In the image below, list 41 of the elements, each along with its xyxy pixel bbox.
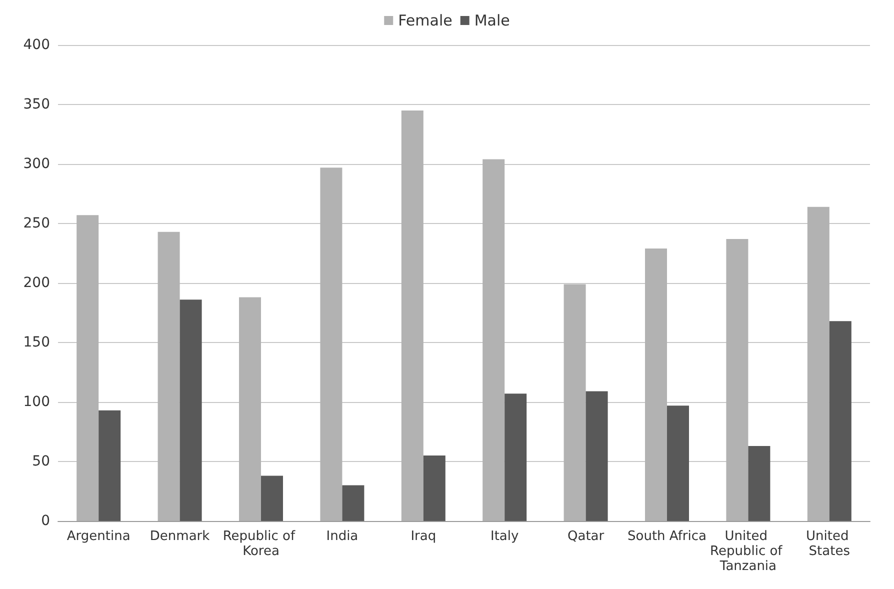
bar: [564, 284, 586, 521]
legend-label: Male: [474, 12, 510, 30]
bar: [320, 168, 342, 521]
bar: [423, 456, 446, 521]
bar: [261, 476, 283, 521]
x-tick-label: Qatar: [567, 529, 605, 544]
x-tick-label: Argentina: [66, 529, 130, 544]
x-tick-label: Italy: [490, 529, 520, 544]
y-tick-label: 300: [23, 156, 50, 172]
y-tick-label: 400: [23, 37, 50, 53]
y-tick-label: 150: [23, 334, 50, 350]
y-tick-label: 350: [23, 96, 50, 112]
y-tick-label: 200: [23, 275, 50, 291]
legend-label: Female: [398, 12, 452, 30]
bar: [158, 232, 180, 521]
bar: [726, 238, 748, 521]
x-tick-label: Iraq: [410, 529, 436, 544]
bar: [401, 110, 424, 521]
bar: [239, 297, 261, 521]
bar: [482, 159, 505, 521]
x-tick-label: United States: [806, 529, 853, 559]
bar: [342, 485, 364, 521]
bar: [76, 215, 99, 521]
bar: [807, 206, 830, 521]
x-tick-label: South Africa: [628, 529, 706, 544]
y-tick-label: 0: [41, 513, 50, 529]
y-tick-label: 100: [23, 394, 50, 410]
bar: [645, 248, 667, 521]
bar: [667, 406, 689, 521]
bar: [504, 394, 527, 521]
y-tick-label: 250: [23, 216, 50, 232]
x-tick-label: India: [326, 529, 358, 544]
bar: [748, 446, 770, 521]
x-tick-label: Denmark: [150, 529, 210, 544]
bar: [98, 410, 121, 521]
bar: [829, 321, 852, 521]
x-tick-label: United Republic of Tanzania: [710, 529, 786, 574]
x-tick-label: Republic of Korea: [222, 529, 300, 559]
y-tick-label: 50: [32, 454, 50, 470]
bar: [180, 300, 202, 521]
bar: [586, 391, 608, 521]
